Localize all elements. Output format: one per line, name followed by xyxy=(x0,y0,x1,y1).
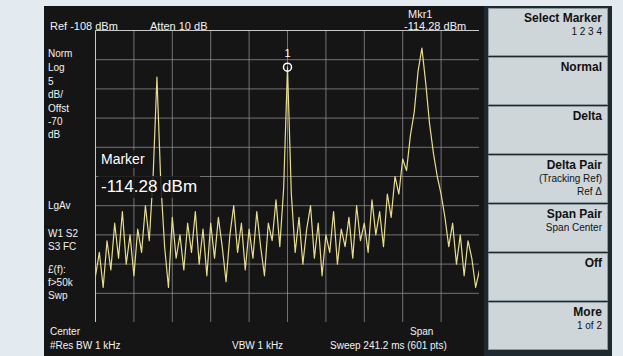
html-text:#Res BW 1 kHz: #Res BW 1 kHz xyxy=(50,340,121,351)
html-text:Mkr1: Mkr1 xyxy=(408,8,433,20)
html-text:Log: Log xyxy=(48,62,65,73)
html-text:Sweep 241.2 ms (601 pts): Sweep 241.2 ms (601 pts) xyxy=(330,340,447,351)
html-text:5: 5 xyxy=(48,76,54,87)
html-text:Span Pair: Span Pair xyxy=(546,207,602,221)
svg-text:1: 1 xyxy=(284,47,290,59)
html-text:dB/: dB/ xyxy=(48,89,63,100)
html-text:dB: dB xyxy=(48,129,61,140)
html-text:W1 S2: W1 S2 xyxy=(48,228,78,239)
html-text:Ref -108 dBm: Ref -108 dBm xyxy=(50,20,118,32)
html-text:Swp: Swp xyxy=(48,290,68,301)
html-text:f>50k: f>50k xyxy=(48,277,73,288)
html-text:-70: -70 xyxy=(48,116,63,127)
html-text:Ref Δ: Ref Δ xyxy=(577,186,602,197)
html-text:1 of 2: 1 of 2 xyxy=(577,320,602,331)
html-text:-114.28 dBm: -114.28 dBm xyxy=(404,20,467,32)
html-text:Marker: Marker xyxy=(101,151,145,167)
html-text:(Tracking Ref): (Tracking Ref) xyxy=(539,173,602,184)
html-text:LgAv: LgAv xyxy=(48,200,71,211)
html-text:Norm: Norm xyxy=(48,48,73,59)
html-text:Span: Span xyxy=(410,326,434,337)
html-text:Delta Pair: Delta Pair xyxy=(546,158,602,172)
html-text:Atten 10 dB: Atten 10 dB xyxy=(150,20,208,32)
html-text:More: More xyxy=(573,305,602,319)
html-text:-114.28 dBm: -114.28 dBm xyxy=(101,177,198,196)
html-text:Select Marker: Select Marker xyxy=(524,11,602,25)
html-text:Normal: Normal xyxy=(560,60,602,74)
html-text:Off: Off xyxy=(584,256,602,270)
html-text:Offst: Offst xyxy=(48,103,69,114)
html-text:S3 FC: S3 FC xyxy=(48,241,77,252)
html-text:Span Center: Span Center xyxy=(545,222,602,233)
html-text:£(f):: £(f): xyxy=(48,264,66,275)
html-text:1 2 3 4: 1 2 3 4 xyxy=(571,26,602,37)
html-text:VBW 1 kHz: VBW 1 kHz xyxy=(232,340,284,351)
html-text:Center: Center xyxy=(50,326,80,337)
html-text:Delta: Delta xyxy=(572,109,602,123)
